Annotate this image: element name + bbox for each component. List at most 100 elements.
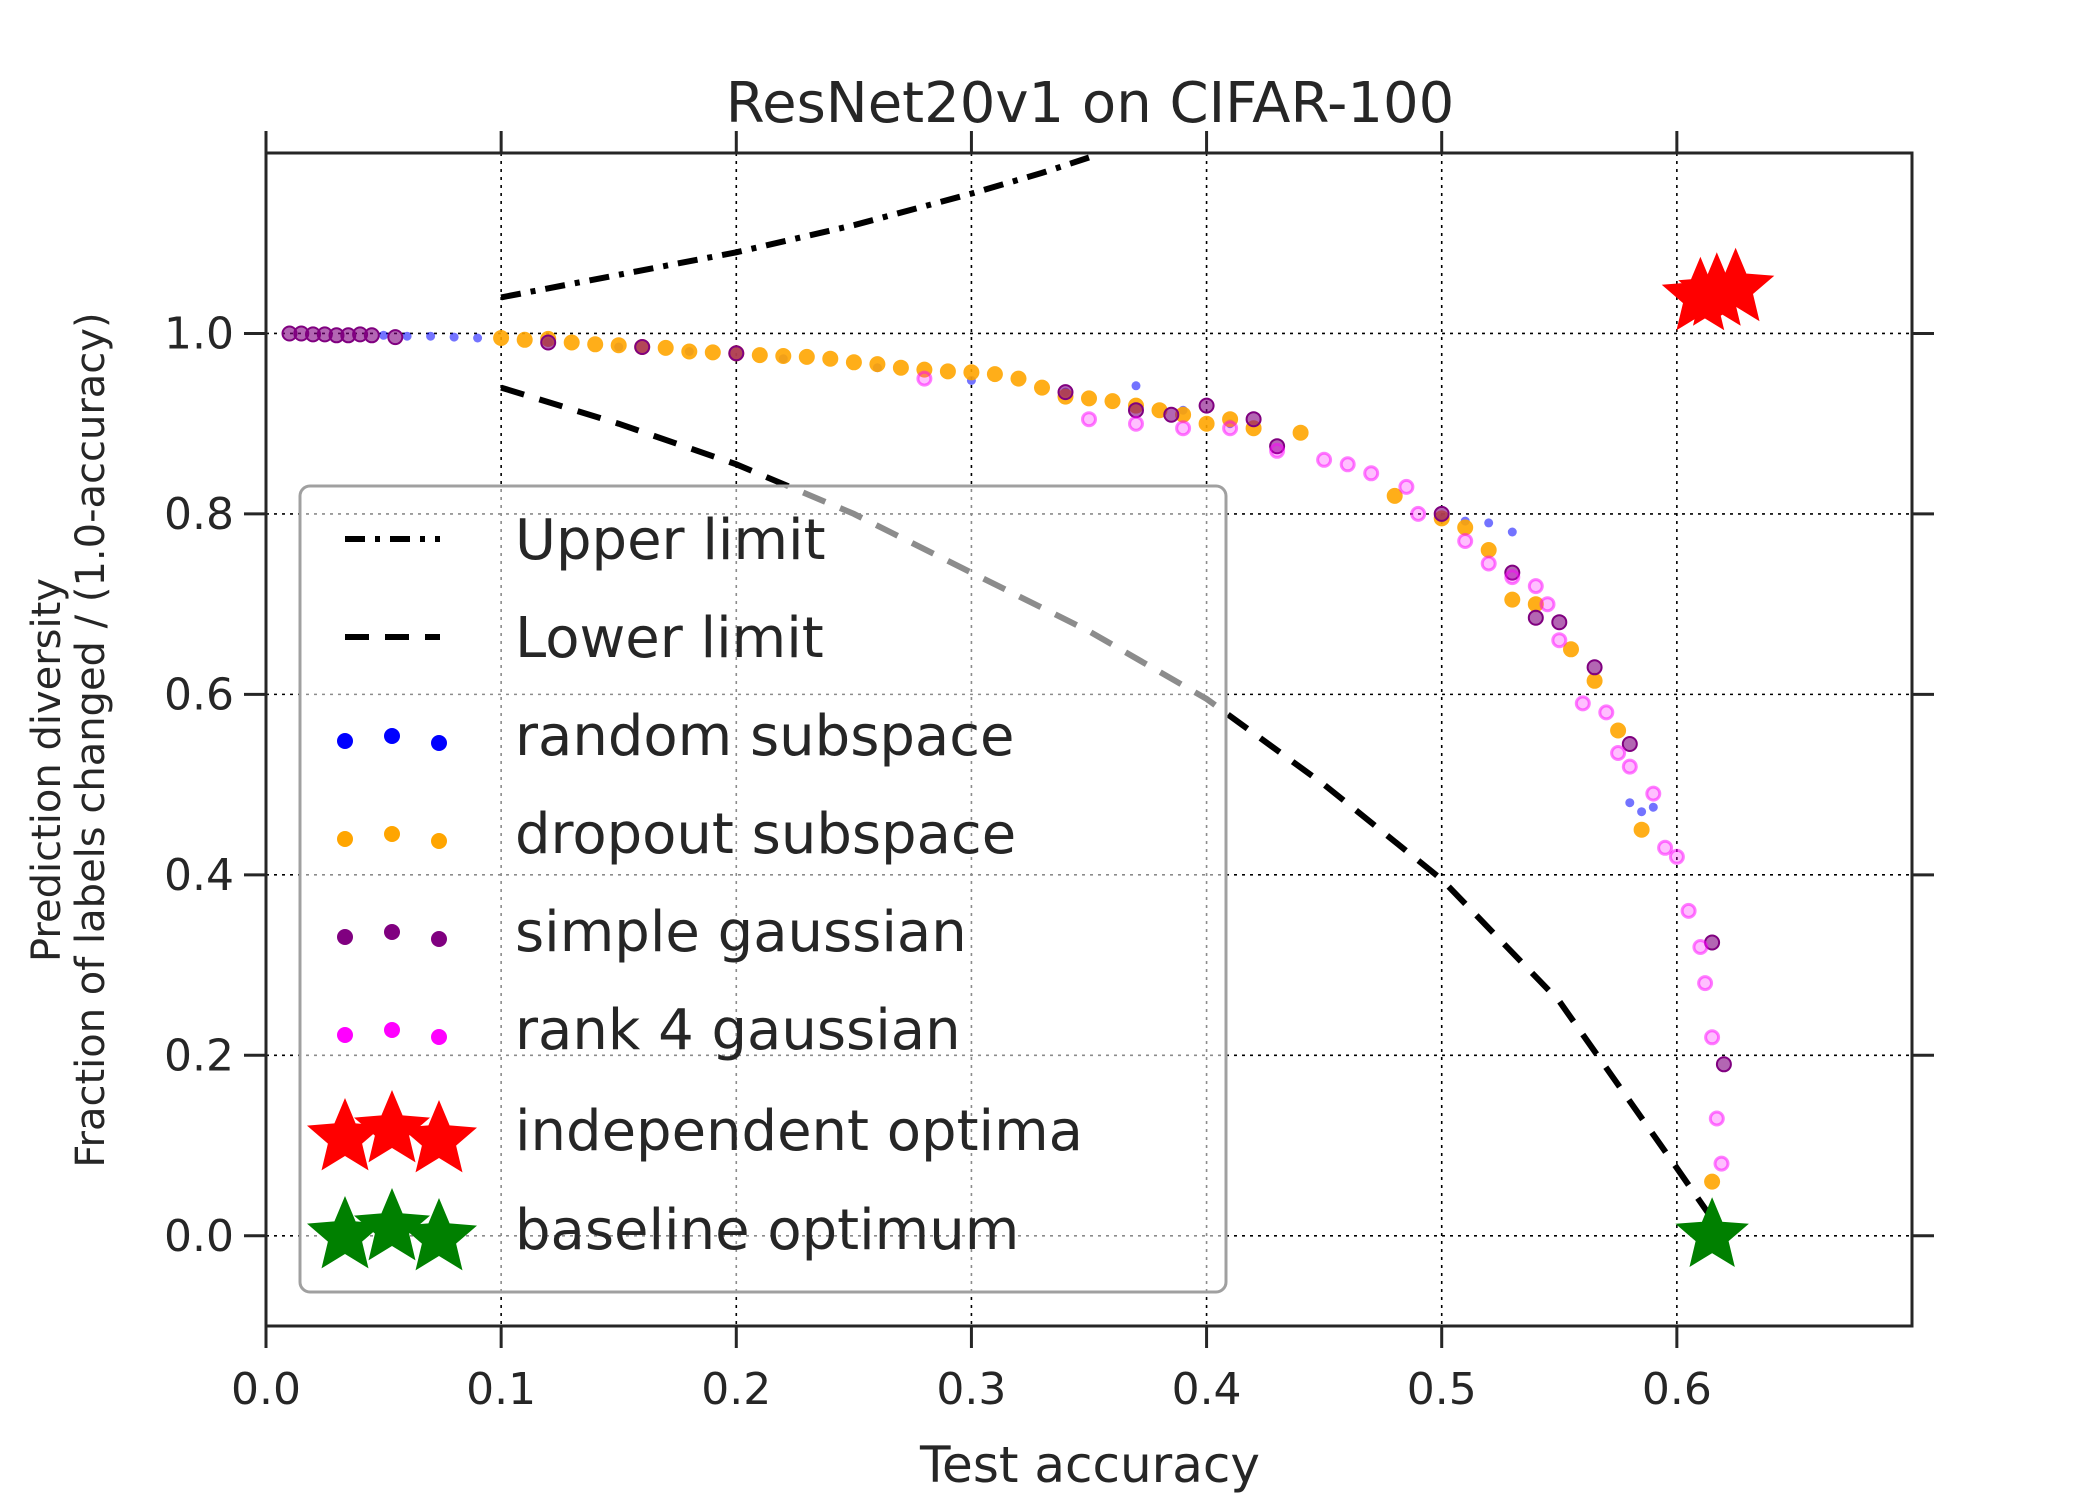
dropout-point [845,354,862,371]
dropout-point [1704,1173,1721,1190]
legend-box [298,484,1228,1294]
dropout-point [869,356,886,373]
legend-star [307,1196,383,1269]
rank4-point [1645,785,1662,802]
legend-marker-gaussian [337,924,447,947]
dropout-point [563,334,580,351]
rank4-point [1527,578,1544,595]
gaussian-point [387,329,404,346]
legend-marker-random [337,728,447,751]
rank4-point [1692,939,1709,955]
legend: Upper limit Lower limit random subspace … [298,484,1228,1294]
dropout-point [1633,821,1650,838]
rank4-point [1175,420,1192,437]
random-point [379,330,389,340]
legend-star [401,1100,477,1173]
upper-limit-line [500,154,1090,301]
legend-label-independent: independent optima [515,1099,1083,1164]
random-point [449,332,459,342]
dropout-point [892,359,909,376]
x-tick-label: 0.0 [231,1364,301,1415]
y-axis-label-line1: Prediction diversity [24,578,70,962]
legend-marker-dropout [337,826,447,849]
random-point [426,331,436,341]
random-point [1637,807,1647,817]
legend-label-lower: Lower limit [515,606,824,671]
dropout-point [587,336,604,353]
dropout-point [1034,379,1050,396]
limit-lines [500,154,1727,1238]
gaussian-point [1551,614,1568,631]
data-points [281,325,1732,1190]
random-point [1507,527,1517,537]
dropout-point [775,348,792,364]
y-axis-ticks: 0.0 0.2 0.4 0.6 0.8 1.0 [164,308,1934,1262]
gaussian-point [1057,384,1074,401]
dropout-point [1386,487,1403,504]
x-tick-label: 0.5 [1407,1364,1477,1415]
gaussian-point [1128,402,1144,419]
gaussian-point [1527,609,1544,626]
rank4-point [1598,704,1615,721]
dropout-point [798,348,815,365]
legend-label-baseline: baseline optimum [515,1198,1019,1263]
y-tick-label: 0.0 [164,1211,234,1262]
rank4-point [1128,415,1144,432]
legend-label-dropout: dropout subspace [515,802,1016,867]
dropout-point [1104,393,1121,410]
random-point [1648,802,1658,812]
dropout-point [1457,519,1474,536]
dropout-point [657,339,674,356]
dropout-point [1527,596,1544,613]
rank4-point [1398,478,1415,495]
random-point [1625,798,1635,808]
y-tick-label: 0.6 [164,669,234,720]
independent-optimum-star [1697,247,1775,322]
rank4-point [1539,596,1556,613]
gaussian-point [1621,736,1638,752]
dropout-point [822,350,839,367]
plot-frame [264,151,1914,1328]
random-point [402,331,412,341]
rank4-point [1697,975,1714,992]
dropout-point [1504,591,1521,608]
legend-label-rank4: rank 4 gaussian [515,998,961,1063]
x-tick-label: 0.2 [701,1364,771,1415]
dropout-point [939,363,956,380]
x-tick-label: 0.1 [466,1364,536,1415]
rank4-point [1316,451,1333,468]
x-tick-label: 0.3 [936,1364,1006,1415]
rank4-point [916,370,933,387]
rank4-point [1410,505,1427,522]
chart-title: ResNet20v1 on CIFAR-100 [726,71,1454,136]
dropout-point [751,347,768,364]
y-axis-label-line2: Fraction of labels changed / (1.0-accura… [68,312,114,1167]
rank4-point [1480,555,1497,572]
optima-stars [1661,247,1775,1268]
legend-marker-rank4 [337,1022,447,1045]
dropout-point [963,364,980,381]
rank4-point [1222,420,1239,437]
legend-marker-independent [307,1090,477,1173]
gaussian-point [1269,438,1286,455]
dropout-point [704,344,721,361]
dropout-point [1292,424,1309,441]
gaussian-point [1715,1056,1732,1073]
legend-star [354,1090,430,1163]
rank4-point [1339,456,1356,473]
dropout-point [681,343,698,360]
x-tick-label: 0.4 [1172,1364,1242,1415]
y-tick-label: 1.0 [164,308,234,359]
dropout-point [1563,641,1579,658]
y-tick-label: 0.2 [164,1030,234,1081]
dropout-point [1081,390,1097,407]
dropout-point [1010,370,1027,387]
legend-star [401,1198,477,1271]
gaussian-point [1198,397,1215,414]
legend-star [354,1188,430,1261]
gaussian-point [1245,411,1262,428]
rank4-point [1713,1155,1730,1172]
gaussian-point [1586,659,1603,676]
x-axis-label: Test accuracy [919,1436,1260,1494]
random-point [1484,518,1494,528]
